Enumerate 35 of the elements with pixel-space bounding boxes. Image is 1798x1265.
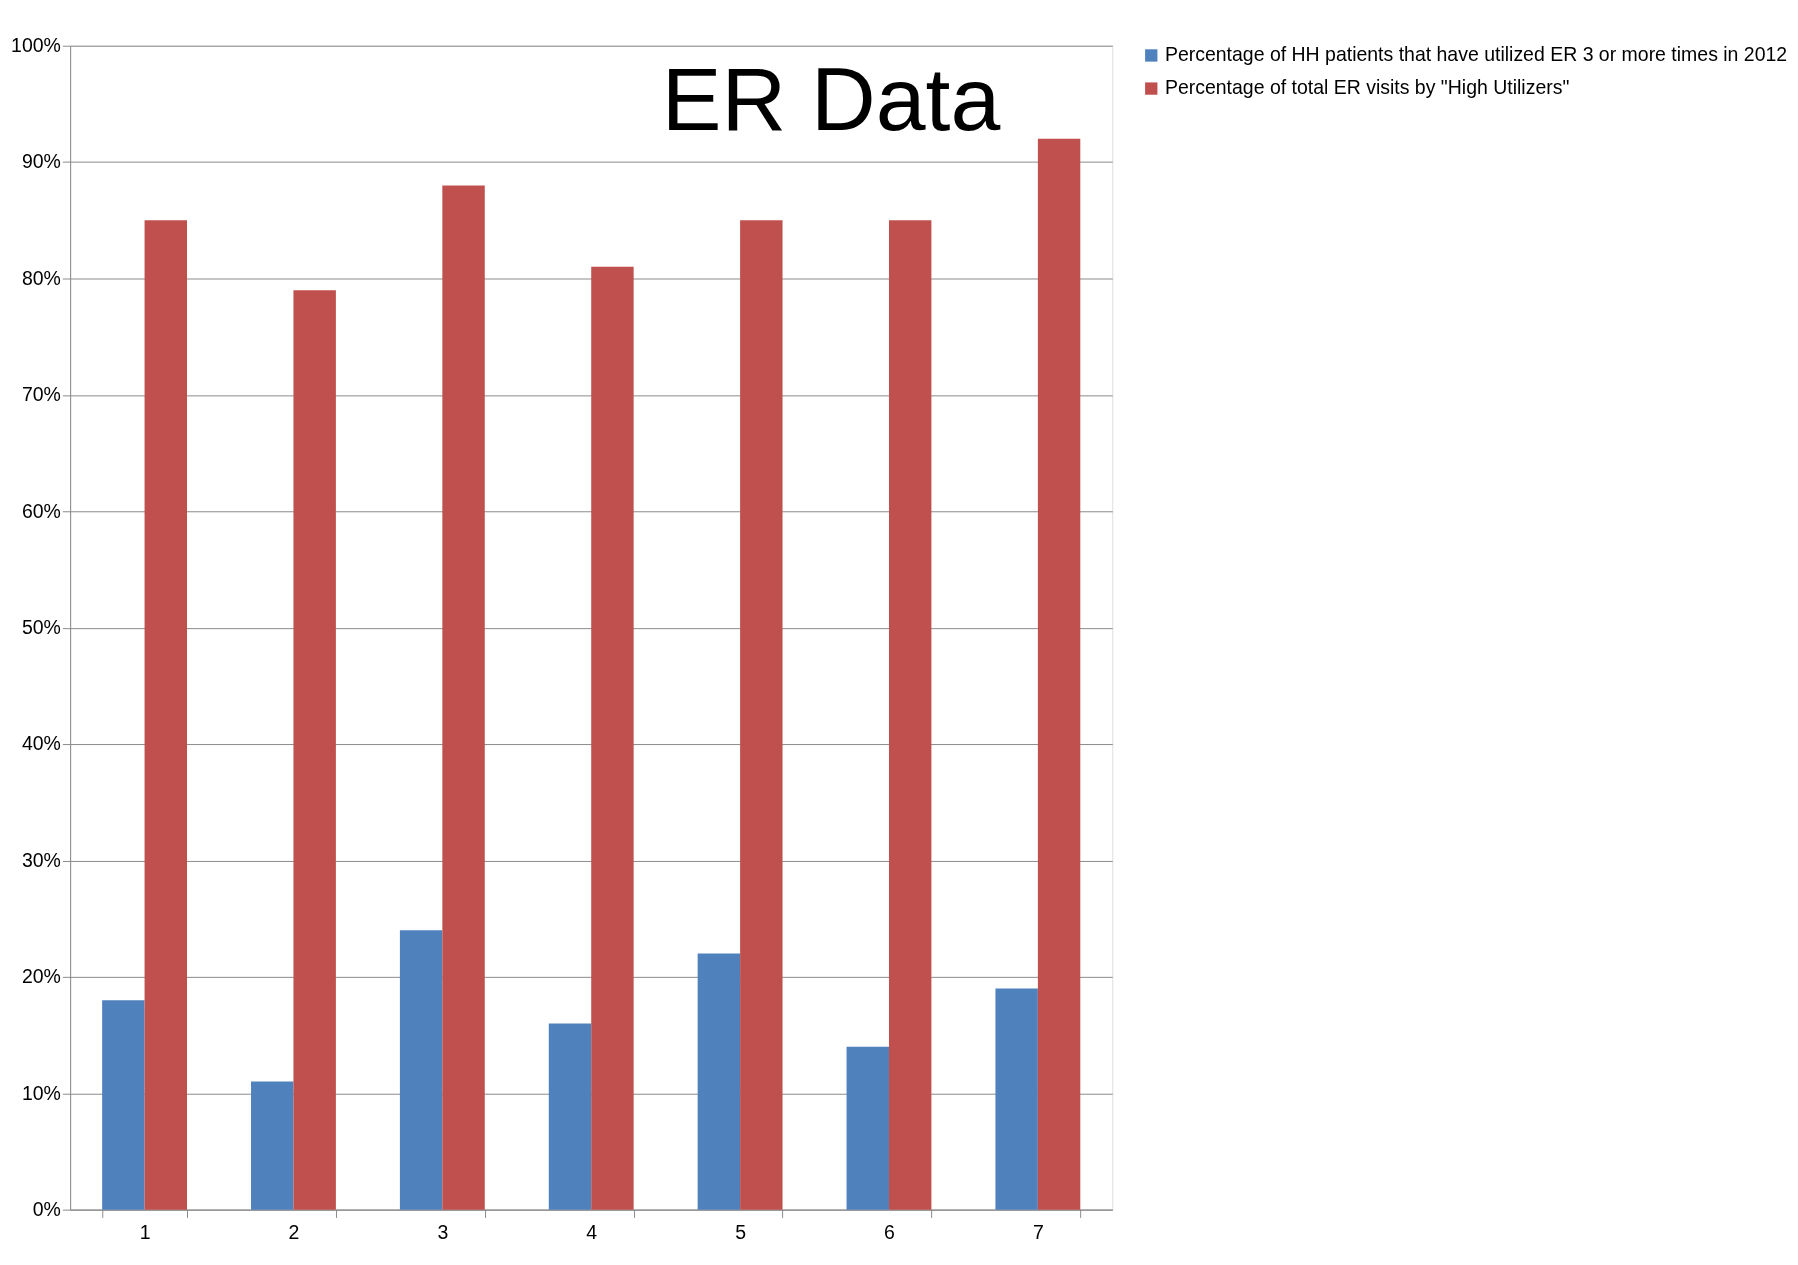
bar [846,1046,889,1210]
bar [697,953,741,1210]
x-tick-label: 5 [735,1221,747,1244]
chart-title: ER Data [661,49,1001,150]
x-tick-label: 2 [288,1221,300,1244]
bar [1037,138,1081,1210]
y-tick-label: 10% [21,1081,61,1104]
bar [548,1023,592,1210]
bar [399,930,443,1210]
bar [995,988,1038,1210]
legend-label: Percentage of HH patients that have utilized ER 3 or more times in 2012 [1164,43,1788,66]
y-tick-label: 70% [21,383,61,406]
y-tick-label: 40% [21,732,61,755]
bar [591,266,634,1210]
y-tick-label: 60% [21,499,61,522]
bar [888,220,932,1210]
bar [442,185,485,1210]
x-tick-label: 4 [586,1221,598,1244]
y-tick-label: 50% [21,616,61,639]
y-tick-label: 80% [21,266,61,289]
x-tick-label: 7 [1032,1221,1044,1244]
y-tick-label: 0% [32,1197,61,1220]
bar [293,290,336,1210]
bar [251,1081,294,1210]
x-tick-label: 3 [437,1221,449,1244]
y-tick-label: 20% [21,965,61,988]
x-tick-label: 6 [884,1221,895,1244]
y-tick-label: 30% [21,848,61,871]
bar [144,220,187,1210]
bar [102,1000,145,1210]
bar [740,220,783,1210]
x-tick-label: 1 [139,1221,151,1244]
y-tick-label: 90% [21,150,61,173]
y-tick-label: 100% [11,34,61,57]
legend-label: Percentage of total ER visits by "High Utilizers" [1164,76,1570,99]
